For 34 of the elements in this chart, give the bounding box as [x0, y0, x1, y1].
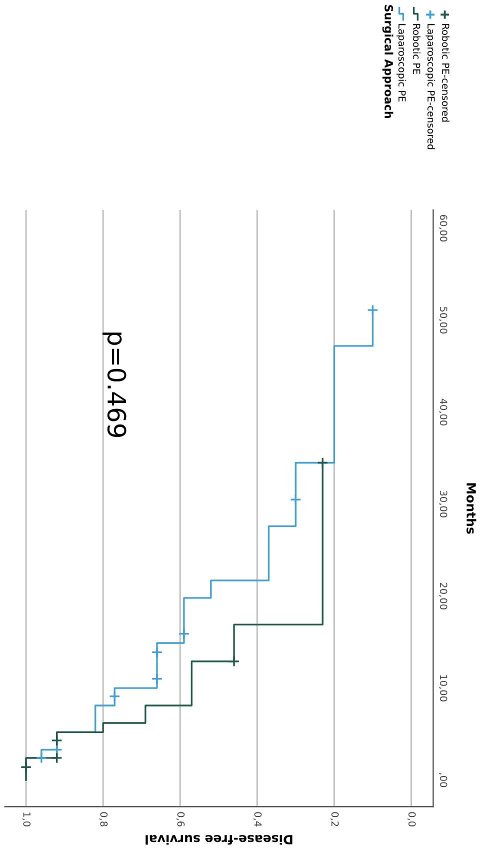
point [36, 752, 48, 764]
point [108, 690, 120, 702]
legend-label: Robotic PE-censored [442, 24, 450, 122]
x-tick-label: 0,2 [330, 812, 339, 826]
annotation: p=0.469 [102, 332, 126, 438]
x-axis-title: Disease-free survival [146, 834, 292, 845]
legend-title: Surgical Approach [382, 5, 394, 118]
point [51, 752, 63, 764]
point [290, 494, 302, 506]
point [178, 628, 190, 640]
x-tick-label: 1,0 [22, 812, 31, 826]
legend-label: Robotic PE [412, 24, 420, 74]
y-tick-label: 50,00 [438, 307, 448, 334]
y-tick-label: 60,00 [438, 214, 448, 242]
point [228, 656, 240, 668]
point [51, 734, 63, 746]
x-tick-label: 0,8 [99, 812, 108, 826]
y-tick-label: 10,00 [438, 675, 448, 702]
y-tick-label: 30,00 [438, 490, 448, 518]
legend-label: Laparoscopic PE-censored [426, 24, 435, 150]
point [51, 744, 63, 756]
point [151, 646, 163, 658]
point [367, 304, 378, 316]
point [151, 673, 163, 685]
x-tick-label: 0,4 [253, 812, 262, 826]
y-axis-title: Months [466, 483, 476, 534]
x-tick-label: 0,6 [176, 812, 185, 826]
x-tick-label: 0,0 [407, 812, 416, 826]
y-tick-label: ,00 [438, 773, 448, 788]
y-tick-label: 40,00 [438, 398, 448, 426]
legend-label: Laparoscopic PE [396, 24, 406, 102]
point [20, 761, 32, 773]
point [316, 457, 328, 468]
y-tick-label: 20,00 [438, 582, 448, 610]
